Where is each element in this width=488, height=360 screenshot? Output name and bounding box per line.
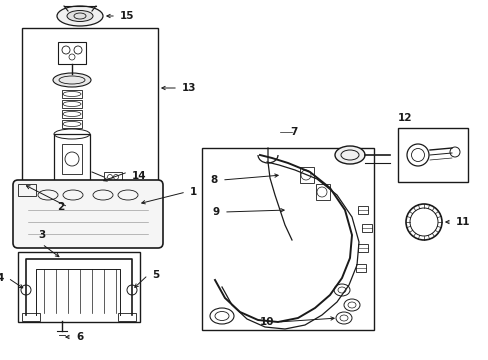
Text: 13: 13: [182, 83, 196, 93]
Bar: [357, 206, 367, 214]
Text: 12: 12: [397, 113, 412, 123]
Text: 3: 3: [38, 230, 45, 240]
Bar: [62, 110, 82, 118]
Bar: [18, 184, 36, 196]
Bar: [299, 167, 313, 183]
Text: 9: 9: [212, 207, 220, 217]
Bar: [361, 224, 371, 232]
Bar: [355, 264, 365, 272]
Text: 15: 15: [120, 11, 134, 21]
Bar: [54, 134, 90, 192]
Text: 14: 14: [132, 171, 146, 181]
Bar: [397, 128, 467, 182]
Ellipse shape: [57, 6, 103, 26]
Text: 11: 11: [455, 217, 469, 227]
Bar: [315, 184, 329, 200]
Text: 8: 8: [210, 175, 218, 185]
Bar: [18, 252, 140, 322]
Bar: [202, 148, 373, 330]
Text: 6: 6: [76, 332, 83, 342]
Bar: [62, 120, 82, 128]
Text: 2: 2: [57, 202, 64, 212]
Bar: [62, 90, 82, 98]
Bar: [118, 313, 136, 321]
Bar: [22, 313, 40, 321]
Ellipse shape: [53, 73, 91, 87]
Text: 5: 5: [152, 270, 159, 280]
Text: 4: 4: [0, 273, 4, 283]
Bar: [104, 172, 122, 186]
Bar: [22, 28, 158, 205]
Text: 1: 1: [190, 187, 197, 197]
Bar: [62, 144, 82, 174]
Bar: [357, 244, 367, 252]
Text: 10: 10: [259, 317, 273, 327]
Text: 7: 7: [290, 127, 297, 137]
Bar: [58, 42, 86, 64]
Ellipse shape: [334, 146, 364, 164]
FancyBboxPatch shape: [13, 180, 163, 248]
Ellipse shape: [67, 10, 93, 22]
Bar: [62, 100, 82, 108]
